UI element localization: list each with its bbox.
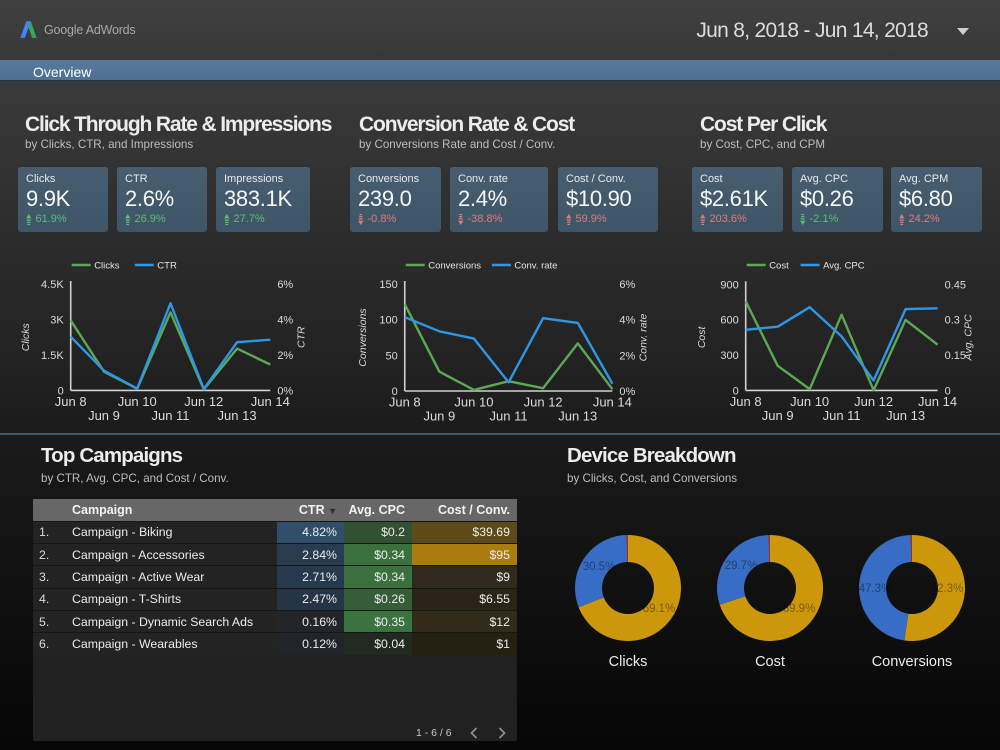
- svg-text:47.3%: 47.3%: [859, 583, 892, 595]
- svg-text:Jun 14: Jun 14: [251, 394, 290, 409]
- svg-text:Clicks: Clicks: [94, 261, 120, 272]
- svg-text:0%: 0%: [619, 386, 635, 398]
- svg-text:CTR: CTR: [157, 261, 177, 272]
- svg-text:6%: 6%: [277, 279, 293, 291]
- svg-text:Jun 14: Jun 14: [918, 394, 957, 409]
- svg-text:0: 0: [58, 385, 64, 397]
- svg-text:Jun 12: Jun 12: [524, 395, 563, 410]
- svg-text:50: 50: [386, 350, 398, 362]
- svg-text:0: 0: [392, 386, 398, 398]
- svg-text:Cost: Cost: [755, 654, 785, 670]
- svg-text:600: 600: [720, 315, 738, 327]
- svg-text:Cost: Cost: [769, 261, 789, 272]
- svg-text:0: 0: [733, 385, 739, 397]
- svg-text:Cost: Cost: [696, 325, 708, 348]
- svg-text:CTR: CTR: [295, 326, 307, 348]
- svg-text:Jun 8: Jun 8: [730, 394, 762, 409]
- svg-text:3K: 3K: [50, 314, 64, 326]
- svg-text:Conv. rate: Conv. rate: [637, 314, 649, 362]
- svg-text:30.5%: 30.5%: [583, 561, 616, 573]
- svg-text:Jun 10: Jun 10: [118, 394, 157, 409]
- svg-text:Jun 10: Jun 10: [790, 394, 829, 409]
- svg-text:Jun 9: Jun 9: [423, 409, 455, 424]
- svg-text:Jun 13: Jun 13: [886, 408, 925, 423]
- svg-text:Clicks: Clicks: [20, 322, 32, 351]
- svg-text:69.1%: 69.1%: [643, 603, 676, 615]
- svg-text:Jun 8: Jun 8: [389, 395, 421, 410]
- svg-text:Jun 11: Jun 11: [151, 408, 189, 423]
- svg-text:Avg. CPC: Avg. CPC: [823, 261, 865, 272]
- svg-text:900: 900: [720, 279, 738, 291]
- svg-text:Jun 9: Jun 9: [88, 408, 120, 423]
- svg-text:300: 300: [720, 350, 738, 362]
- svg-text:Jun 12: Jun 12: [854, 394, 893, 409]
- svg-text:0%: 0%: [277, 385, 293, 397]
- svg-text:Jun 13: Jun 13: [218, 408, 257, 423]
- svg-text:1.5K: 1.5K: [41, 350, 64, 362]
- svg-text:Conversions: Conversions: [872, 654, 953, 670]
- svg-text:4%: 4%: [277, 314, 293, 326]
- svg-text:100: 100: [379, 315, 397, 327]
- svg-text:29.7%: 29.7%: [725, 560, 758, 572]
- svg-text:Jun 14: Jun 14: [593, 395, 632, 410]
- svg-text:Jun 11: Jun 11: [823, 408, 861, 423]
- svg-text:52.3%: 52.3%: [931, 583, 964, 595]
- svg-text:Jun 8: Jun 8: [55, 394, 87, 409]
- svg-text:2%: 2%: [619, 350, 635, 362]
- svg-text:0.45: 0.45: [945, 279, 966, 291]
- svg-text:0.15: 0.15: [945, 350, 966, 362]
- svg-text:Jun 12: Jun 12: [184, 394, 223, 409]
- svg-text:Conv. rate: Conv. rate: [514, 261, 557, 272]
- svg-text:Jun 9: Jun 9: [762, 408, 794, 423]
- svg-text:0: 0: [945, 385, 951, 397]
- svg-text:6%: 6%: [619, 279, 635, 291]
- svg-text:Jun 10: Jun 10: [454, 395, 493, 410]
- svg-text:Jun 13: Jun 13: [558, 409, 597, 424]
- svg-text:2%: 2%: [277, 350, 293, 362]
- svg-text:Clicks: Clicks: [609, 654, 648, 670]
- svg-text:4.5K: 4.5K: [41, 279, 64, 291]
- svg-text:4%: 4%: [619, 315, 635, 327]
- svg-text:150: 150: [379, 279, 397, 291]
- svg-text:Jun 11: Jun 11: [490, 409, 528, 424]
- svg-text:0.3: 0.3: [945, 315, 960, 327]
- svg-text:Avg. CPC: Avg. CPC: [963, 314, 975, 361]
- svg-text:Conversions: Conversions: [357, 308, 369, 367]
- svg-text:69.9%: 69.9%: [783, 603, 816, 615]
- svg-text:Conversions: Conversions: [428, 261, 481, 272]
